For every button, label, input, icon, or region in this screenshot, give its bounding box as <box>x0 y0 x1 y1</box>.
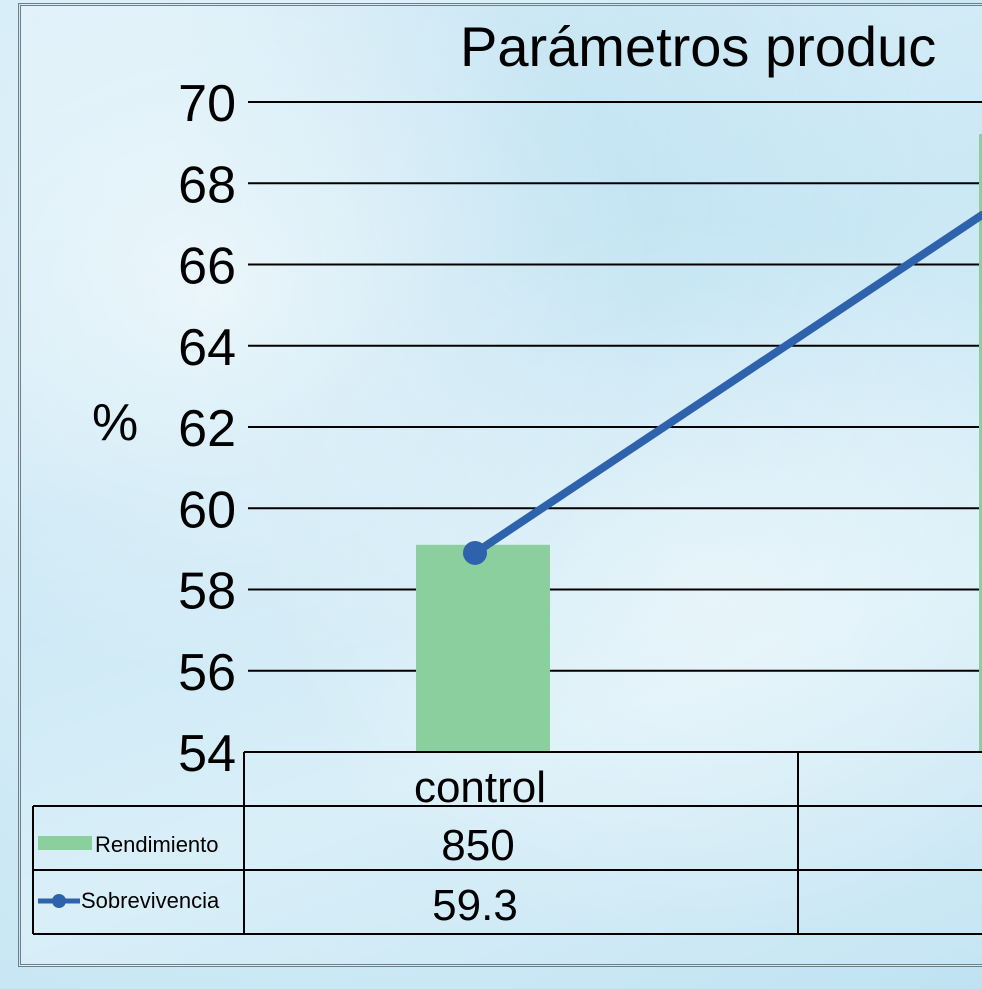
y-tick-label: 66 <box>178 238 236 296</box>
y-tick-label: 64 <box>178 319 236 377</box>
point-sobrevivencia <box>463 540 487 565</box>
bar-rendimiento <box>416 544 550 752</box>
data-table <box>32 751 982 935</box>
y-axis-label: % <box>92 394 138 452</box>
gridlines <box>248 101 982 672</box>
chart-frame <box>18 3 982 967</box>
bars <box>416 134 982 752</box>
y-axis-ticks: 54 56 58 60 62 64 66 68 70 <box>178 75 236 783</box>
y-tick-label: 68 <box>178 156 236 214</box>
table-cell-rendimiento-control: 850 <box>441 821 514 870</box>
y-tick-label: 54 <box>178 725 236 783</box>
y-tick-label: 60 <box>178 481 236 539</box>
legend-key-marker-sobrevivencia <box>52 894 66 908</box>
legend-label-rendimiento: Rendimiento <box>95 832 219 857</box>
y-tick-label: 56 <box>178 644 236 702</box>
table-category-label: control <box>414 763 546 812</box>
line-series <box>463 211 982 565</box>
chart-title: Parámetros produc <box>460 15 936 78</box>
line-segment-sobrevivencia <box>471 211 982 557</box>
legend-label-sobrevivencia: Sobrevivencia <box>81 888 220 913</box>
legend-key-rendimiento <box>38 836 92 850</box>
y-tick-label: 58 <box>178 563 236 621</box>
bar-rendimiento-partial <box>979 134 982 752</box>
y-tick-label: 70 <box>178 75 236 133</box>
table-cell-sobrevivencia-control: 59.3 <box>432 881 518 930</box>
y-tick-label: 62 <box>178 400 236 458</box>
